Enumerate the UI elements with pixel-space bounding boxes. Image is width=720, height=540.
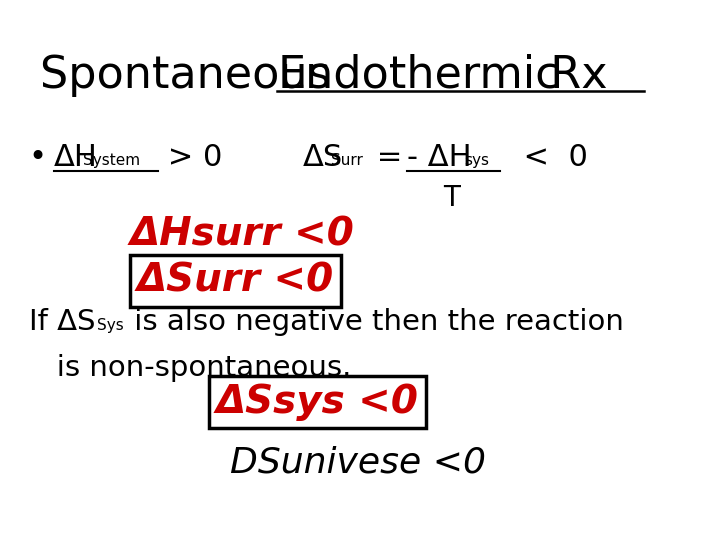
Text: System: System [83, 153, 140, 168]
Text: is also negative then the reaction: is also negative then the reaction [125, 308, 624, 336]
Text: ΔHsurr <0: ΔHsurr <0 [130, 216, 354, 254]
Text: <  0: < 0 [504, 143, 588, 172]
Text: Endothermic: Endothermic [277, 54, 560, 97]
Text: T: T [443, 184, 459, 212]
Text: sys: sys [464, 153, 490, 168]
Text: If ΔS: If ΔS [29, 308, 95, 336]
Text: > 0: > 0 [158, 143, 222, 172]
Text: ΔS: ΔS [302, 143, 343, 172]
Text: ΔSurr <0: ΔSurr <0 [137, 262, 334, 300]
Text: Surr: Surr [331, 153, 363, 168]
Text: ΔSsys <0: ΔSsys <0 [216, 383, 419, 421]
Text: is non-spontaneous.: is non-spontaneous. [29, 354, 351, 382]
Text: Spontaneous: Spontaneous [40, 54, 344, 97]
Text: DSunivese <0: DSunivese <0 [230, 446, 487, 480]
Text: ΔH: ΔH [54, 143, 98, 172]
Text: Rx: Rx [522, 54, 608, 97]
Text: - ΔH: - ΔH [407, 143, 472, 172]
Text: Sys: Sys [97, 318, 124, 333]
Text: =: = [367, 143, 413, 172]
Text: •: • [29, 143, 47, 172]
